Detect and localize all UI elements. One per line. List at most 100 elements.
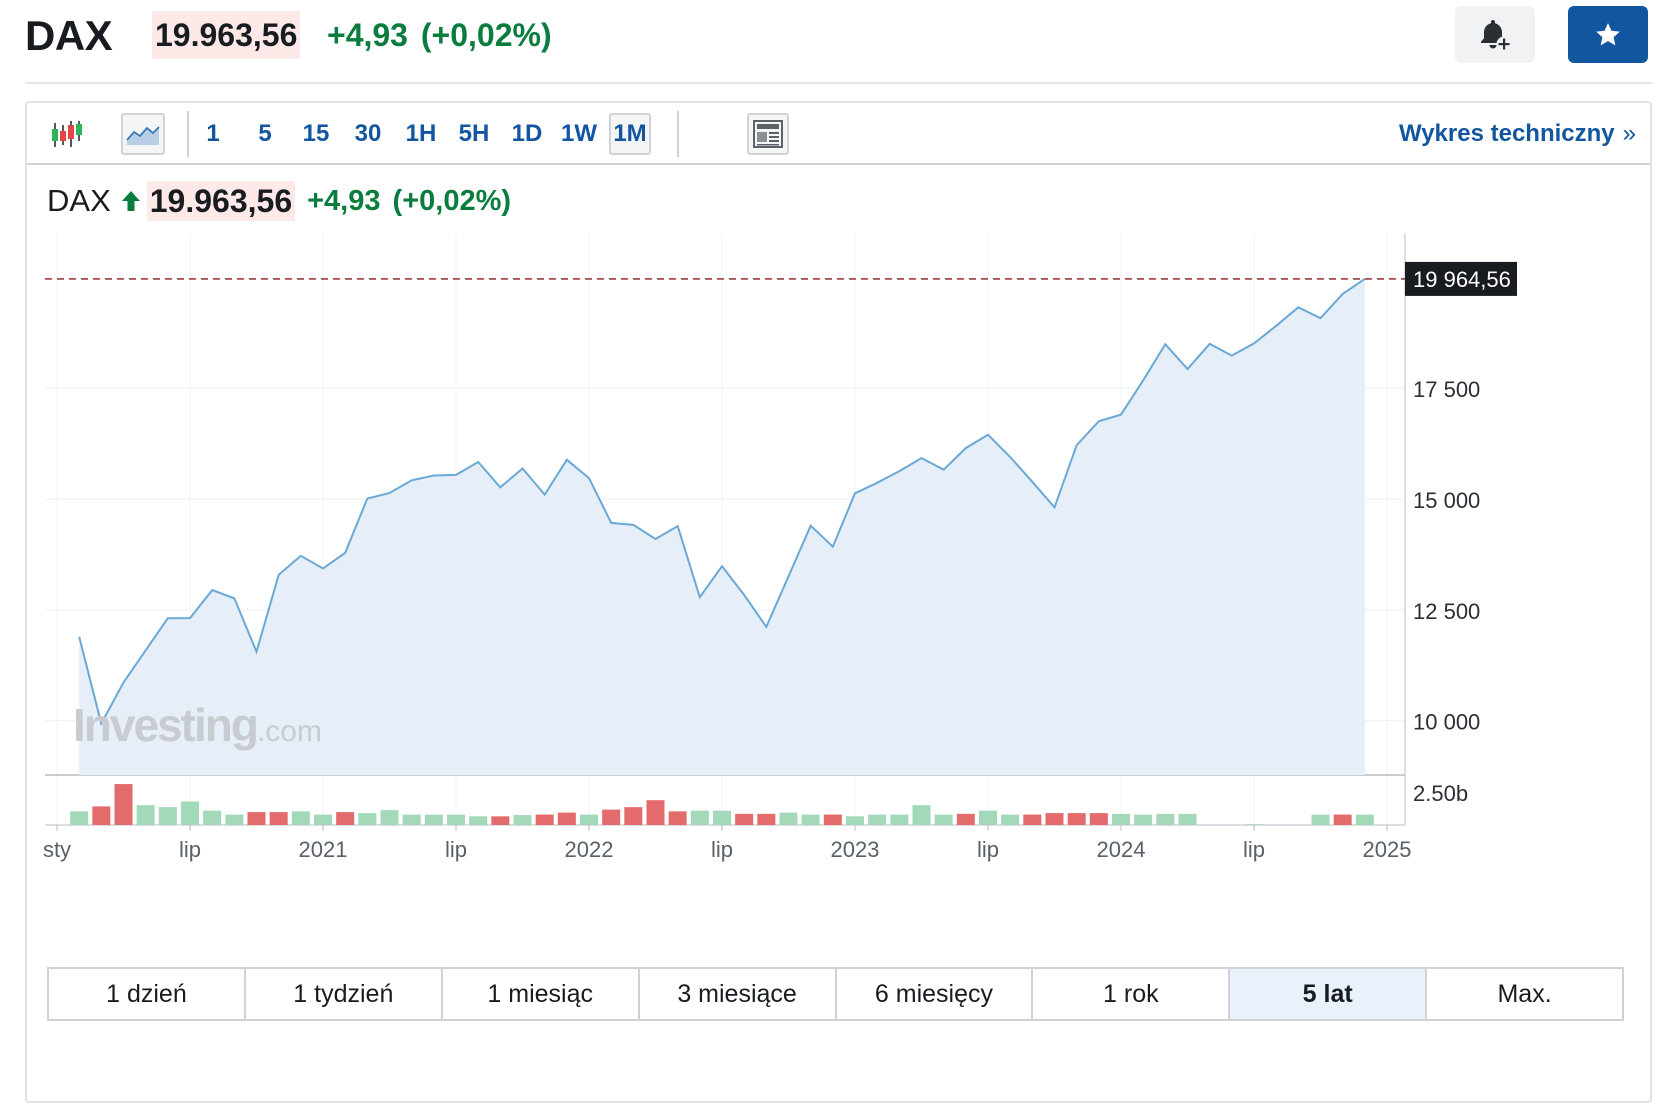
- period-max[interactable]: Max.: [1497, 980, 1552, 1008]
- last-price-label-bg: [1405, 261, 1517, 296]
- volume-bar: [868, 814, 887, 825]
- volume-bar: [247, 812, 266, 825]
- timeframe-1d[interactable]: 1D: [511, 120, 543, 147]
- volume-bar: [92, 806, 111, 825]
- volume-bar: [713, 810, 731, 825]
- volume-bar: [269, 812, 288, 825]
- chart-widget: 1 5 15 30 1H 5H 1D 1W 1M Wykres technicz…: [25, 101, 1652, 1103]
- x-tick-label: sty: [43, 837, 71, 862]
- volume-bar: [203, 810, 222, 825]
- y-tick-label: 12 500: [1413, 599, 1480, 624]
- volume-bar: [1001, 814, 1020, 825]
- volume-bar: [1333, 814, 1352, 825]
- chart-last-price: 19.963,56: [146, 181, 296, 221]
- timeframe-30[interactable]: 30: [354, 120, 382, 147]
- volume-bar: [70, 811, 89, 825]
- area-chart-icon: [126, 126, 160, 145]
- technical-chart-link[interactable]: Wykres techniczny »: [1399, 113, 1636, 155]
- volume-bar: [181, 801, 199, 825]
- add-alert-button[interactable]: [1455, 6, 1535, 63]
- volume-bar: [823, 814, 842, 825]
- x-tick-label: lip: [179, 837, 201, 862]
- instrument-symbol: DAX: [25, 12, 113, 59]
- x-tick-label: lip: [711, 837, 733, 862]
- timeframe-1h[interactable]: 1H: [405, 120, 437, 147]
- news-icon: [753, 120, 783, 148]
- volume-bar: [1045, 813, 1064, 825]
- volume-bar: [1023, 814, 1042, 825]
- volume-bar: [535, 814, 554, 825]
- volume-bar: [491, 816, 510, 825]
- period-6m[interactable]: 6 miesięcy: [837, 969, 1034, 1019]
- technical-chart-label: Wykres techniczny: [1398, 120, 1615, 147]
- timeframe-1[interactable]: 1: [206, 120, 220, 147]
- volume-bar: [314, 814, 332, 825]
- volume-bar: [336, 812, 355, 825]
- volume-bar: [801, 814, 820, 825]
- volume-bar: [225, 814, 244, 825]
- chart-quote-line: DAX 19.963,56 +4,93 (+0,02%): [47, 179, 511, 223]
- timeframe-15[interactable]: 15: [302, 120, 330, 147]
- volume-bar: [291, 811, 310, 825]
- volume-bar: [624, 807, 643, 825]
- volume-bar: [358, 813, 377, 825]
- volume-bar: [912, 805, 931, 825]
- period-1m[interactable]: 1 miesiąc: [443, 969, 640, 1019]
- volume-bar: [1311, 814, 1330, 825]
- y-tick-label: 15 000: [1413, 488, 1480, 513]
- add-to-watchlist-button[interactable]: [1568, 6, 1648, 63]
- volume-bar: [447, 814, 465, 825]
- period-3m[interactable]: 3 miesiące: [640, 969, 837, 1019]
- volume-bar: [646, 800, 665, 825]
- timeframe-1w[interactable]: 1W: [561, 120, 597, 147]
- y-tick-label: 10 000: [1413, 710, 1480, 735]
- volume-bar: [1134, 814, 1153, 825]
- quote-header: DAX 19.963,56 +4,93 (+0,02%): [25, 0, 1652, 84]
- period-1y[interactable]: 1 rok: [1033, 969, 1231, 1019]
- last-price: 19.963,56: [152, 11, 301, 59]
- bell-plus-icon: [1481, 19, 1512, 51]
- volume-bar: [380, 810, 399, 825]
- volume-bar: [402, 814, 421, 825]
- toolbar-divider: [187, 111, 189, 157]
- x-tick-label: 2023: [831, 837, 880, 862]
- price-area-fill: [79, 278, 1365, 775]
- toolbar-divider: [677, 111, 679, 157]
- up-arrow-icon: [121, 190, 141, 212]
- x-tick-label: lip: [1243, 837, 1265, 862]
- news-overlay-button[interactable]: [747, 113, 789, 155]
- period-1d[interactable]: 1 dzień: [49, 969, 246, 1019]
- timeframe-5h[interactable]: 5H: [458, 120, 490, 147]
- timeframe-1m[interactable]: 1M: [609, 113, 651, 155]
- chart-price-change: +4,93 (+0,02%): [307, 184, 512, 217]
- timeframe-5[interactable]: 5: [258, 120, 272, 147]
- volume-bar: [114, 784, 133, 825]
- volume-bar: [668, 811, 687, 825]
- area-chart-button[interactable]: [121, 113, 165, 155]
- volume-bar: [956, 813, 975, 825]
- y-tick-label: 17 500: [1413, 377, 1480, 402]
- volume-bar: [735, 813, 754, 825]
- volume-bar: [779, 812, 798, 825]
- chart-toolbar: 1 5 15 30 1H 5H 1D 1W 1M Wykres technicz…: [27, 103, 1650, 165]
- candlestick-icon: [52, 121, 82, 147]
- volume-bar: [757, 813, 776, 825]
- candlestick-chart-button[interactable]: [45, 113, 89, 155]
- chart-symbol: DAX: [47, 183, 111, 218]
- volume-bar: [690, 810, 709, 825]
- period-5y[interactable]: 5 lat: [1230, 969, 1428, 1019]
- volume-bar: [934, 814, 953, 825]
- volume-bar: [136, 805, 155, 825]
- x-tick-label: lip: [445, 837, 467, 862]
- double-chevron-right-icon: »: [1622, 120, 1636, 147]
- period-1w[interactable]: 1 tydzień: [246, 969, 443, 1019]
- x-tick-label: 2025: [1363, 837, 1412, 862]
- y-axis: 10 000 12 500 15 000 17 500 2.50b: [1413, 377, 1480, 806]
- x-tick-label: 2024: [1097, 837, 1146, 862]
- price-change: +4,93 (+0,02%): [327, 17, 552, 53]
- star-icon: [1596, 22, 1620, 45]
- volume-bar: [469, 816, 488, 825]
- volume-bar: [979, 810, 997, 825]
- volume-bar: [846, 816, 864, 825]
